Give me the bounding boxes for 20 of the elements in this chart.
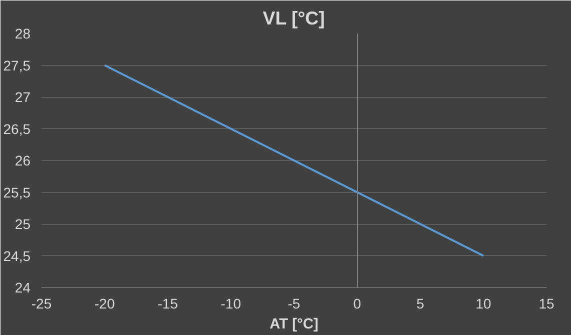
x-tick-label: -10 bbox=[220, 296, 242, 312]
x-tick-label: -25 bbox=[31, 296, 52, 312]
x-axis-title: AT [°C] bbox=[270, 316, 318, 332]
x-tick-label: -5 bbox=[288, 296, 300, 312]
x-tick-label: -15 bbox=[158, 296, 178, 312]
y-tick-label: 24,5 bbox=[3, 248, 31, 264]
y-tick-label: 27 bbox=[14, 89, 31, 105]
y-tick-label: 26 bbox=[14, 152, 31, 168]
y-tick-label: 26,5 bbox=[3, 120, 31, 137]
x-tick-label: 10 bbox=[476, 296, 492, 312]
x-tick-label: 0 bbox=[353, 296, 362, 312]
chart-title: VL [°C] bbox=[262, 8, 325, 28]
y-tick-label: 27,5 bbox=[3, 57, 31, 74]
x-tick-label: -20 bbox=[94, 296, 115, 312]
y-tick-label: 25 bbox=[14, 216, 31, 232]
y-tick-label: 25,5 bbox=[3, 184, 31, 200]
x-tick-label: 15 bbox=[538, 296, 554, 312]
x-tick-label: 5 bbox=[416, 296, 424, 312]
y-tick-label: 24 bbox=[14, 280, 31, 296]
y-tick-label: 28 bbox=[14, 26, 31, 42]
